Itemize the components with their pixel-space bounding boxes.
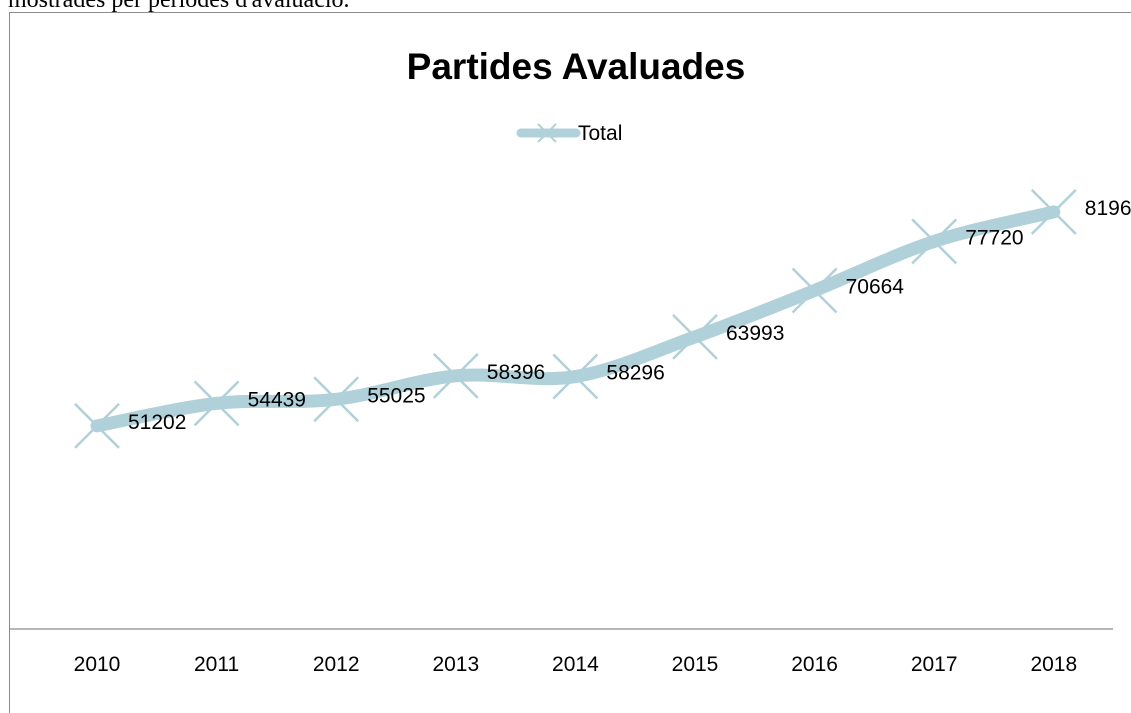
data-label: 54439 [248,388,306,411]
x-tick-label: 2016 [791,653,838,676]
x-tick-label: 2013 [432,653,479,676]
x-tick-label: 2017 [911,653,958,676]
data-point-marker [672,314,718,360]
series-total [74,188,1077,449]
chart-title: Partides Avaluades [407,46,746,87]
data-label: 81967 [1085,197,1131,220]
data-label: 63993 [726,322,784,345]
data-point-marker [74,402,120,449]
data-point-marker [552,353,599,400]
data-labels: 51202 54439 55025 58396 58296 63993 70664 77720… [128,197,1131,434]
chart-area[interactable] [9,12,1131,713]
data-point-marker [193,380,240,427]
data-point-marker [313,376,360,423]
x-tick-label: 2015 [672,653,719,676]
data-label: 77720 [965,226,1023,249]
x-tick-label: 2010 [74,653,121,676]
document-text: mostrades per períodes d'avaluació. [8,0,350,13]
data-label: 70664 [846,275,905,298]
data-label: 58396 [487,361,545,384]
x-tick-label: 2018 [1030,653,1077,676]
x-tick-label: 2012 [313,653,360,676]
data-point-marker [911,218,958,265]
data-point-marker [432,352,479,399]
data-label: 58296 [606,362,664,385]
series-line-total [90,205,1061,433]
data-label: 51202 [128,411,186,434]
x-axis-ticks: 2010 2011 2012 2013 2014 2015 2016 2017 2018 [74,653,1078,676]
x-tick-label: 2014 [552,653,599,676]
x-tick-label: 2011 [194,653,239,676]
data-label: 55025 [367,384,425,407]
legend-label-total: Total [578,122,622,145]
data-point-marker [1030,188,1077,235]
legend-marker-x-icon [537,123,557,143]
legend: Total [516,122,622,145]
data-point-marker [791,267,838,314]
